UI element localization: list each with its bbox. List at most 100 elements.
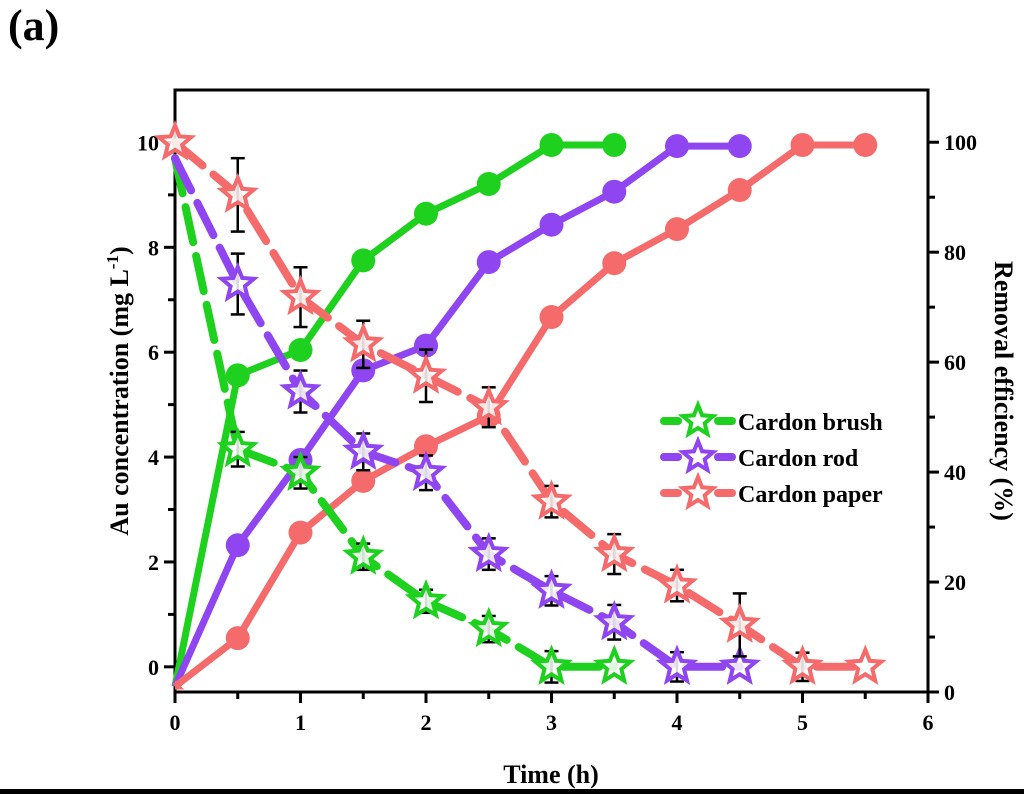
concentration-point-brush: [216, 426, 259, 468]
concentration-point-rod: [655, 644, 699, 685]
removal-point-paper: [539, 305, 564, 330]
right-y-tick-label: 0: [944, 680, 955, 705]
removal-point-paper: [790, 132, 815, 157]
concentration-point-rod: [718, 644, 762, 685]
x-tick-label: 6: [923, 710, 934, 735]
right-y-axis-title: Removal efficiency (%): [989, 261, 1018, 521]
panel-label: (a): [8, 1, 60, 50]
removal-point-rod: [727, 134, 752, 159]
removal-point-paper: [602, 251, 627, 276]
concentration-point-brush: [530, 644, 573, 685]
concentration-point-rod: [467, 531, 510, 573]
removal-point-rod: [539, 212, 564, 237]
concentration-point-paper: [843, 644, 887, 685]
removal-point-rod: [414, 333, 438, 358]
removal-point-paper: [665, 217, 689, 242]
legend-label: Cardon paper: [738, 482, 883, 508]
left-y-axis-title-sup: -1: [103, 255, 122, 269]
removal-point-paper: [225, 626, 250, 651]
x-tick-label: 0: [170, 710, 181, 735]
removal-series-brush: [171, 132, 627, 690]
concentration-point-paper: [718, 602, 761, 643]
removal-line-rod: [171, 142, 740, 688]
concentration-point-paper: [593, 531, 636, 573]
bottom-rule: [0, 789, 1024, 794]
removal-point-brush: [288, 338, 313, 363]
right-y-tick-label: 80: [944, 240, 966, 265]
concentration-point-paper: [467, 385, 510, 426]
x-tick-label: 2: [421, 710, 432, 735]
removal-point-rod: [602, 179, 627, 204]
concentration-point-paper: [153, 120, 197, 161]
concentration-point-brush: [592, 644, 636, 685]
left-y-axis: 0 2 4 6 8 10: [137, 130, 175, 680]
concentration-point-brush: [404, 578, 448, 620]
removal-series-rod: [171, 134, 752, 690]
x-axis-title: Time (h): [503, 760, 599, 789]
concentration-point-paper: [216, 172, 259, 213]
concentration-line-paper: [171, 138, 870, 671]
legend-star-icon: [677, 435, 719, 475]
removal-point-paper: [414, 434, 438, 459]
left-y-axis-title: Au concentration (mg L-1): [103, 246, 134, 535]
concentration-series-paper: [153, 120, 887, 685]
left-y-tick-label: 4: [148, 445, 159, 470]
left-y-tick-label: 6: [148, 340, 159, 365]
concentration-point-rod: [404, 450, 448, 491]
concentration-point-paper: [781, 644, 824, 685]
left-y-axis-title-close: ): [105, 246, 134, 255]
removal-point-rod: [476, 250, 501, 275]
concentration-point-rod: [530, 568, 573, 609]
removal-point-brush: [225, 363, 250, 388]
removal-point-brush: [539, 132, 564, 157]
removal-point-rod: [351, 358, 376, 383]
removal-point-brush: [476, 172, 501, 197]
right-y-tick-label: 60: [944, 350, 966, 375]
concentration-point-paper: [655, 563, 699, 604]
removal-point-paper: [175, 680, 184, 690]
left-y-tick-label: 10: [137, 130, 159, 155]
concentration-point-rod: [216, 261, 260, 303]
x-tick-label: 1: [295, 710, 306, 735]
legend-star-icon: [677, 471, 719, 511]
left-y-axis-title-main: Au concentration (mg L: [105, 269, 134, 535]
left-y-tick-label: 0: [148, 655, 159, 680]
concentration-point-rod: [593, 600, 636, 641]
concentration-point-brush: [279, 450, 322, 491]
right-y-tick-label: 40: [944, 460, 966, 485]
removal-line-paper: [172, 141, 866, 690]
right-y-tick-label: 20: [944, 570, 966, 595]
left-y-tick-label: 2: [148, 550, 159, 575]
removal-point-brush: [602, 132, 627, 157]
concentration-point-paper: [530, 479, 573, 520]
legend: Cardon brush Cardon rod Cardon paper: [660, 399, 883, 511]
x-tick-label: 3: [546, 710, 557, 735]
removal-point-brush: [351, 248, 376, 273]
concentration-point-paper: [404, 353, 448, 394]
legend-item-brush: Cardon brush: [660, 399, 883, 439]
concentration-point-rod: [279, 369, 322, 410]
removal-point-paper: [853, 132, 878, 157]
concentration-point-brush: [467, 606, 510, 648]
removal-point-brush: [414, 201, 438, 226]
removal-point-paper: [727, 178, 752, 203]
legend-label: Cardon rod: [738, 446, 859, 472]
concentration-point-rod: [341, 429, 385, 470]
left-y-tick-label: 8: [148, 235, 159, 260]
right-y-tick-label: 100: [944, 130, 977, 155]
x-tick-label: 5: [797, 710, 808, 735]
legend-label: Cardon brush: [738, 410, 883, 436]
legend-item-rod: Cardon rod: [660, 435, 859, 475]
x-axis: 0 1 2 3 4 5 6: [170, 692, 934, 735]
x-tick-label: 4: [672, 710, 683, 735]
right-y-axis: 0 20 40 60 80 100: [928, 130, 977, 705]
removal-point-rod: [665, 134, 689, 159]
legend-star-icon: [677, 399, 719, 439]
concentration-line-rod: [171, 154, 744, 671]
concentration-series-rod: [171, 154, 762, 685]
removal-point-rod: [225, 533, 250, 558]
concentration-series-brush: [171, 154, 636, 685]
legend-item-paper: Cardon paper: [660, 471, 883, 511]
concentration-point-paper: [279, 274, 322, 316]
